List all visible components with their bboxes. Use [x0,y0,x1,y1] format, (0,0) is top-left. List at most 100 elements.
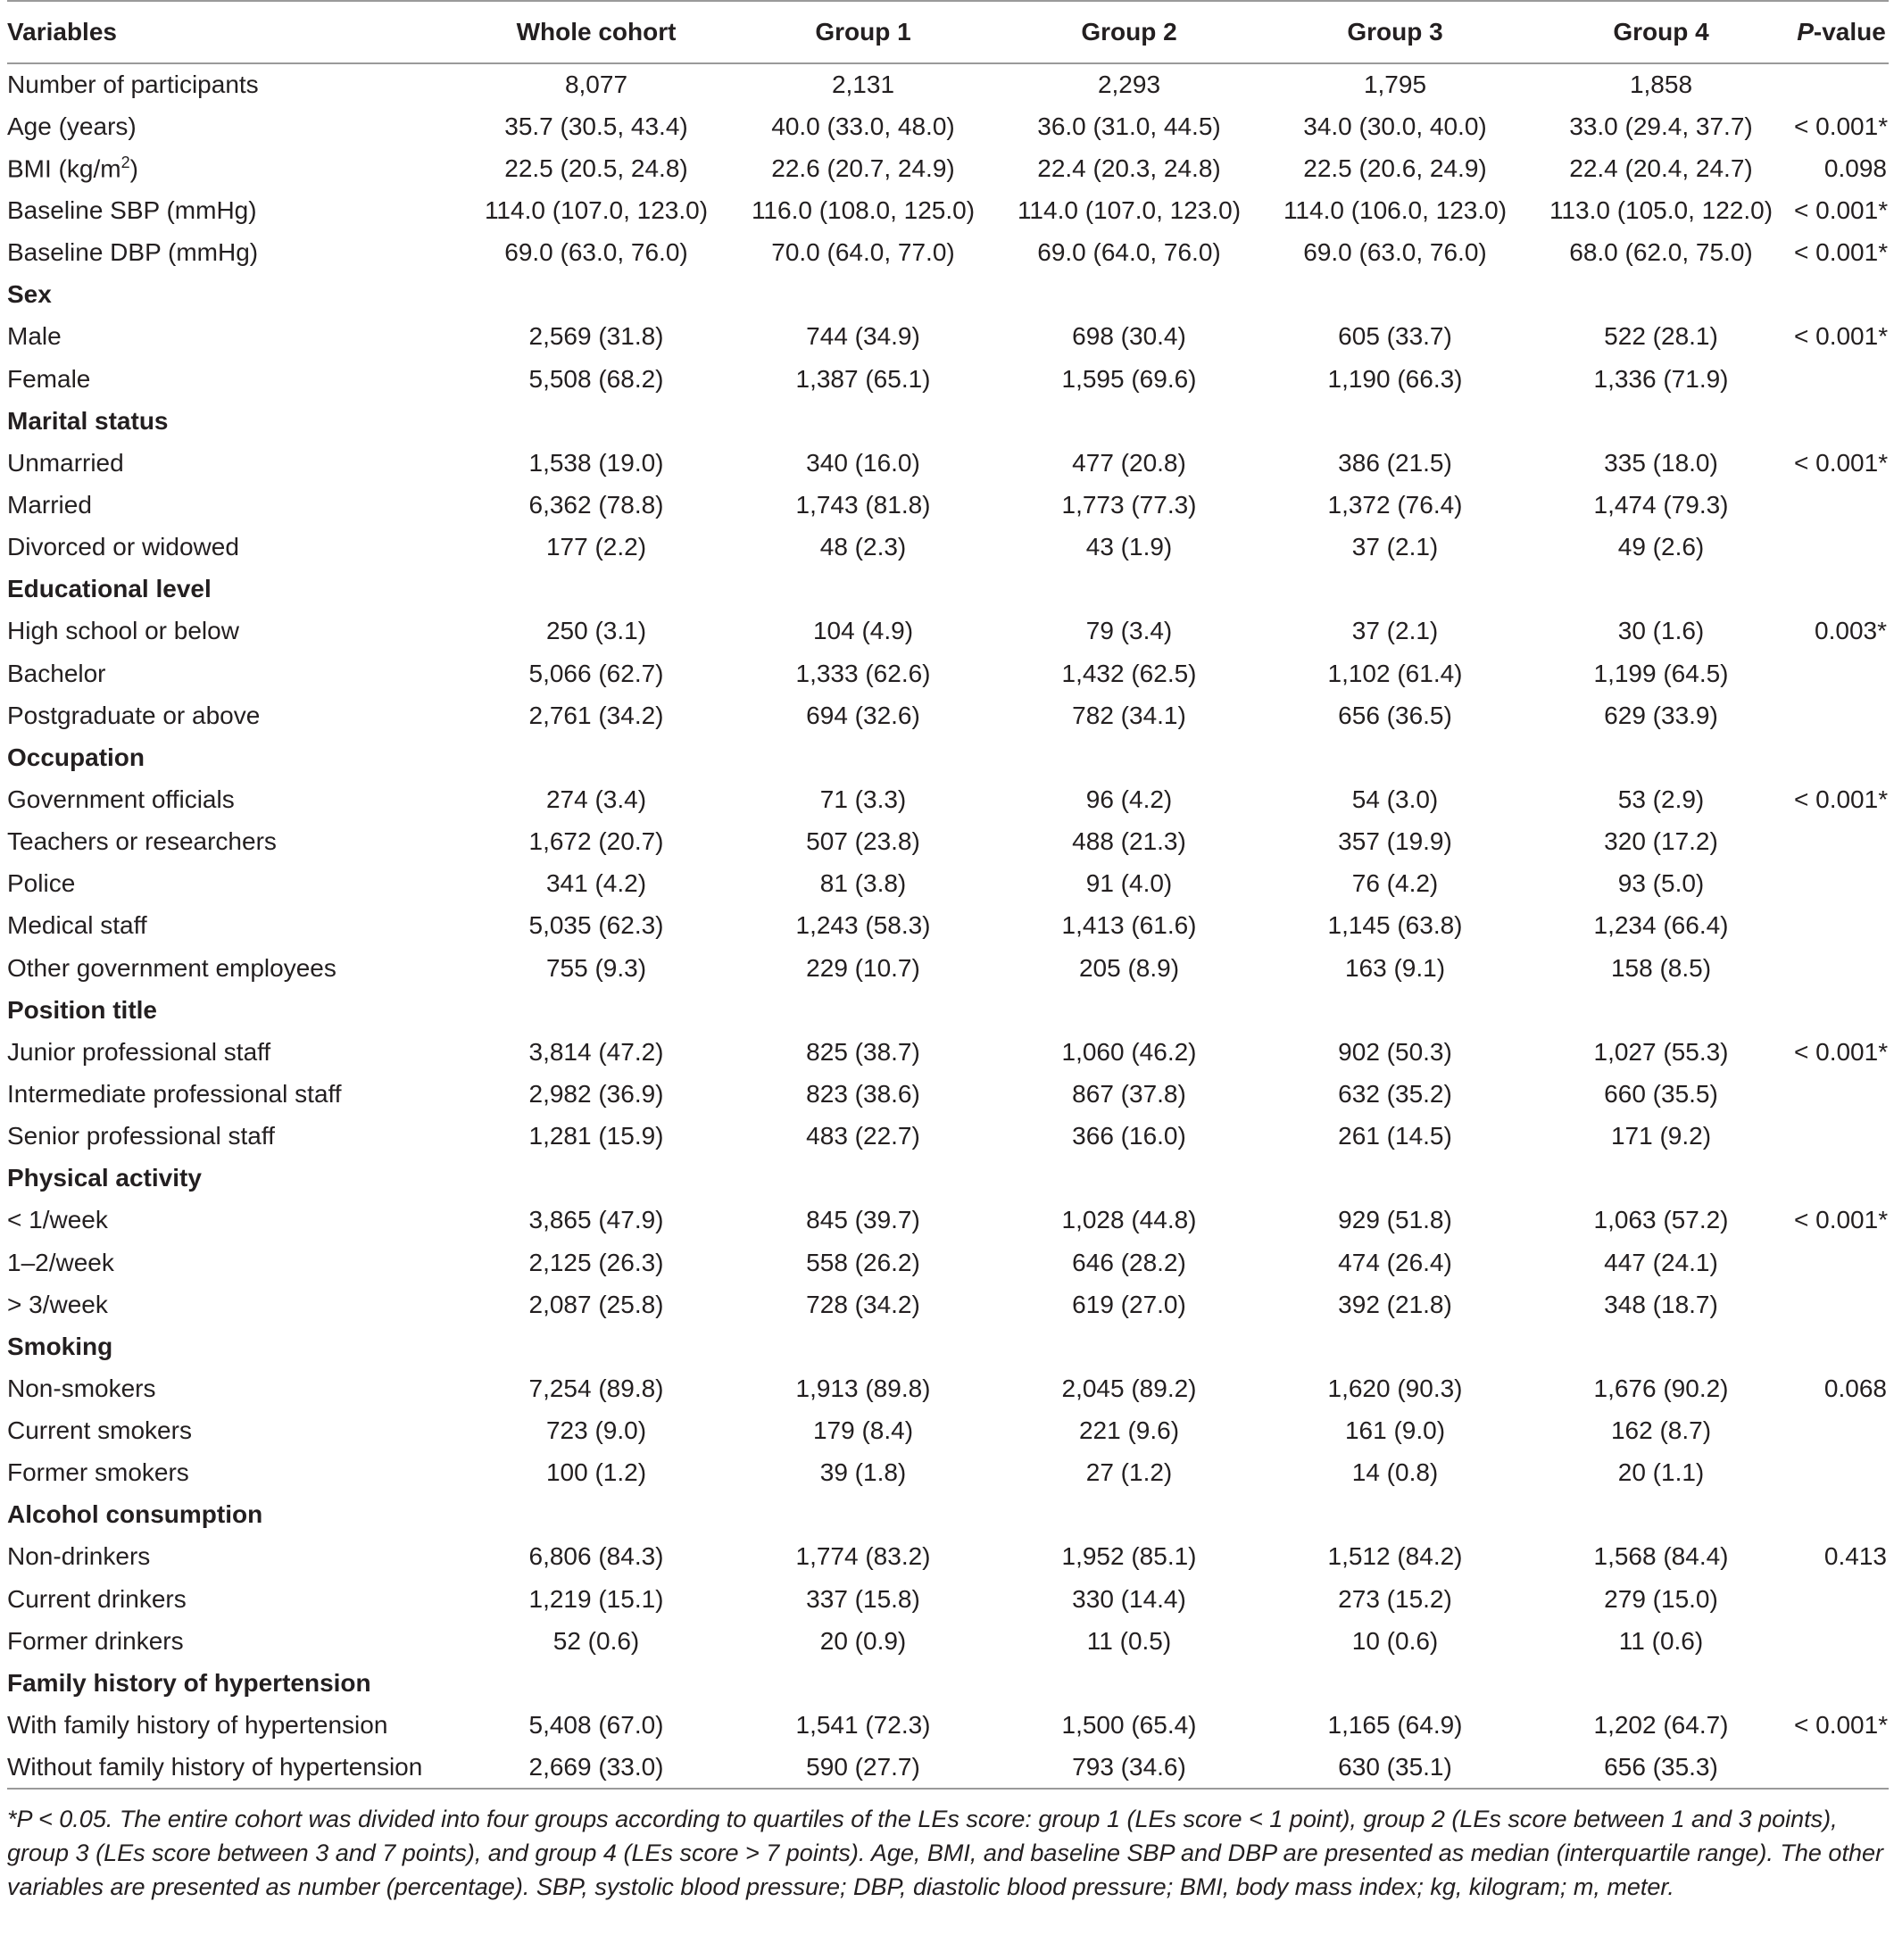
group-3-cell: 163 (9.1) [1344,953,1446,982]
whole-cohort-cell: 341 (4.2) [545,869,647,898]
group-1-cell [730,736,996,778]
variable-label: Unmarried [7,448,124,477]
group-4-cell: 320 (17.2) [1604,827,1718,856]
variable-label: Divorced or widowed [7,533,239,561]
variable-label: Postgraduate or above [7,701,261,729]
group-2-cell: 793 (34.6) [996,1746,1262,1790]
whole-cohort-cell: 274 (3.4) [545,785,647,813]
table-row: Police 341 (4.2) 81 (3.8) 91 (4.0) 76 (4.2) 9… [7,863,1889,905]
group-1-cell [730,400,996,442]
p-value-cell [1794,1578,1889,1620]
group-2-cell: 1,773 (77.3) [1061,490,1197,519]
group-2-cell: 646 (28.2) [1072,1248,1186,1276]
group-4-cell [1528,1494,1794,1536]
table-row: Unmarried 1,538 (19.0) 340 (16.0) 477 (20.8… [7,442,1889,484]
group-4-cell [1528,1325,1794,1367]
table-row: Age (years) 35.7 (30.5, 43.4) 40.0 (33.0, … [7,105,1889,147]
group-3-cell: 632 (35.2) [1338,1079,1452,1108]
p-value-cell [1794,1242,1889,1283]
whole-cohort-cell [462,1158,730,1200]
section-label: Family history of hypertension [7,1668,371,1697]
group-1-cell: 229 (10.7) [806,953,920,982]
p-value-cell [1794,694,1889,736]
group-4-cell [1528,989,1794,1031]
group-4-cell: 33.0 (29.4, 37.7) [1569,112,1753,140]
group-4-cell [1528,274,1794,316]
whole-cohort-cell: 1,538 (19.0) [528,448,664,477]
table-row: Non-drinkers 6,806 (84.3) 1,774 (83.2) 1,95… [7,1536,1889,1578]
whole-cohort-cell [462,1494,730,1536]
group-3-cell [1262,274,1528,316]
section-label: Occupation [7,743,145,771]
group-1-cell [730,1158,996,1200]
group-1-cell [730,274,996,316]
p-value-cell: < 0.001* [1794,448,1889,477]
group-1-cell: 337 (15.8) [806,1584,920,1613]
group-4-cell: 1,199 (64.5) [1593,659,1729,687]
p-value-cell [1794,400,1889,442]
group-3-cell: 656 (36.5) [1338,701,1452,729]
section-label: Marital status [7,406,169,435]
group-3-cell: 929 (51.8) [1338,1206,1452,1234]
whole-cohort-cell: 5,408 (67.0) [528,1711,664,1740]
group-2-cell: 619 (27.0) [1072,1290,1186,1318]
table-row: Baseline SBP (mmHg) 114.0 (107.0, 123.0) 1… [7,189,1889,231]
p-value-cell: < 0.001* [1794,1206,1889,1234]
group-4-cell [1528,1662,1794,1704]
group-4-cell: 1,474 (79.3) [1593,490,1729,519]
whole-cohort-cell: 100 (1.2) [545,1458,647,1487]
group-3-cell: 392 (21.8) [1338,1290,1452,1318]
table-row: Current drinkers 1,219 (15.1) 337 (15.8) 33… [7,1578,1889,1620]
group-2-cell: 330 (14.4) [1072,1584,1186,1613]
whole-cohort-cell [462,400,730,442]
group-4-cell: 162 (8.7) [1610,1416,1712,1445]
group-4-cell: 30 (1.6) [1617,617,1705,645]
group-1-cell: 81 (3.8) [819,869,907,898]
group-3-cell [1262,1158,1528,1200]
whole-cohort-cell: 723 (9.0) [545,1416,647,1445]
table-body: Number of participants 8,077 2,131 2,293 1,7… [7,63,1889,1790]
group-2-cell: 36.0 (31.0, 44.5) [1037,112,1221,140]
p-value-cell [1794,1746,1889,1790]
p-value-cell [1794,1073,1889,1115]
whole-cohort-cell: 5,035 (62.3) [528,911,664,940]
group-3-cell [1262,1494,1528,1536]
p-value-cell [1794,1116,1889,1158]
group-3-cell: 22.5 (20.6, 24.9) [1303,154,1487,182]
whole-cohort-cell: 1,281 (15.9) [528,1122,664,1150]
variable-label: < 1/week [7,1206,108,1234]
group-1-cell: 1,913 (89.8) [795,1374,931,1402]
whole-cohort-cell: 8,077 [564,71,628,99]
table-row: Without family history of hypertension 2,… [7,1746,1889,1790]
group-4-cell: 113.0 (105.0, 122.0) [1549,195,1774,224]
group-2-cell [996,1494,1262,1536]
group-3-cell: 357 (19.9) [1338,827,1452,856]
header-whole-cohort: Whole cohort [462,0,730,64]
whole-cohort-cell: 3,814 (47.2) [528,1037,664,1066]
group-1-cell: 22.6 (20.7, 24.9) [771,154,955,182]
group-3-cell: 630 (35.1) [1262,1746,1528,1790]
group-4-cell: 93 (5.0) [1617,869,1705,898]
section-label: Smoking [7,1332,113,1360]
group-2-cell: 1,060 (46.2) [1061,1037,1197,1066]
table-row: Intermediate professional staff 2,982 (36… [7,1073,1889,1115]
variable-label: Medical staff [7,911,147,940]
group-2-cell: 221 (9.6) [1078,1416,1180,1445]
group-1-cell: 823 (38.6) [806,1079,920,1108]
group-2-cell: 1,028 (44.8) [1061,1206,1197,1234]
table-row: BMI (kg/m2) 22.5 (20.5, 24.8) 22.6 (20.7, … [7,147,1889,189]
section-label: Physical activity [7,1164,202,1192]
table-row: Medical staff 5,035 (62.3) 1,243 (58.3) 1,4… [7,905,1889,947]
group-2-cell: 69.0 (64.0, 76.0) [1037,238,1221,267]
group-2-cell: 867 (37.8) [1072,1079,1186,1108]
variable-label: With family history of hypertension [7,1711,388,1740]
whole-cohort-cell [462,989,730,1031]
p-value-cell [1794,1620,1889,1662]
variable-label: Junior professional staff [7,1037,271,1066]
section-header-row: Alcohol consumption [7,1494,1889,1536]
p-value-cell: < 0.001* [1794,322,1889,351]
p-value-cell [1794,1325,1889,1367]
group-3-cell: 261 (14.5) [1338,1122,1452,1150]
whole-cohort-cell: 2,982 (36.9) [528,1079,664,1108]
group-1-cell: 1,743 (81.8) [795,490,931,519]
